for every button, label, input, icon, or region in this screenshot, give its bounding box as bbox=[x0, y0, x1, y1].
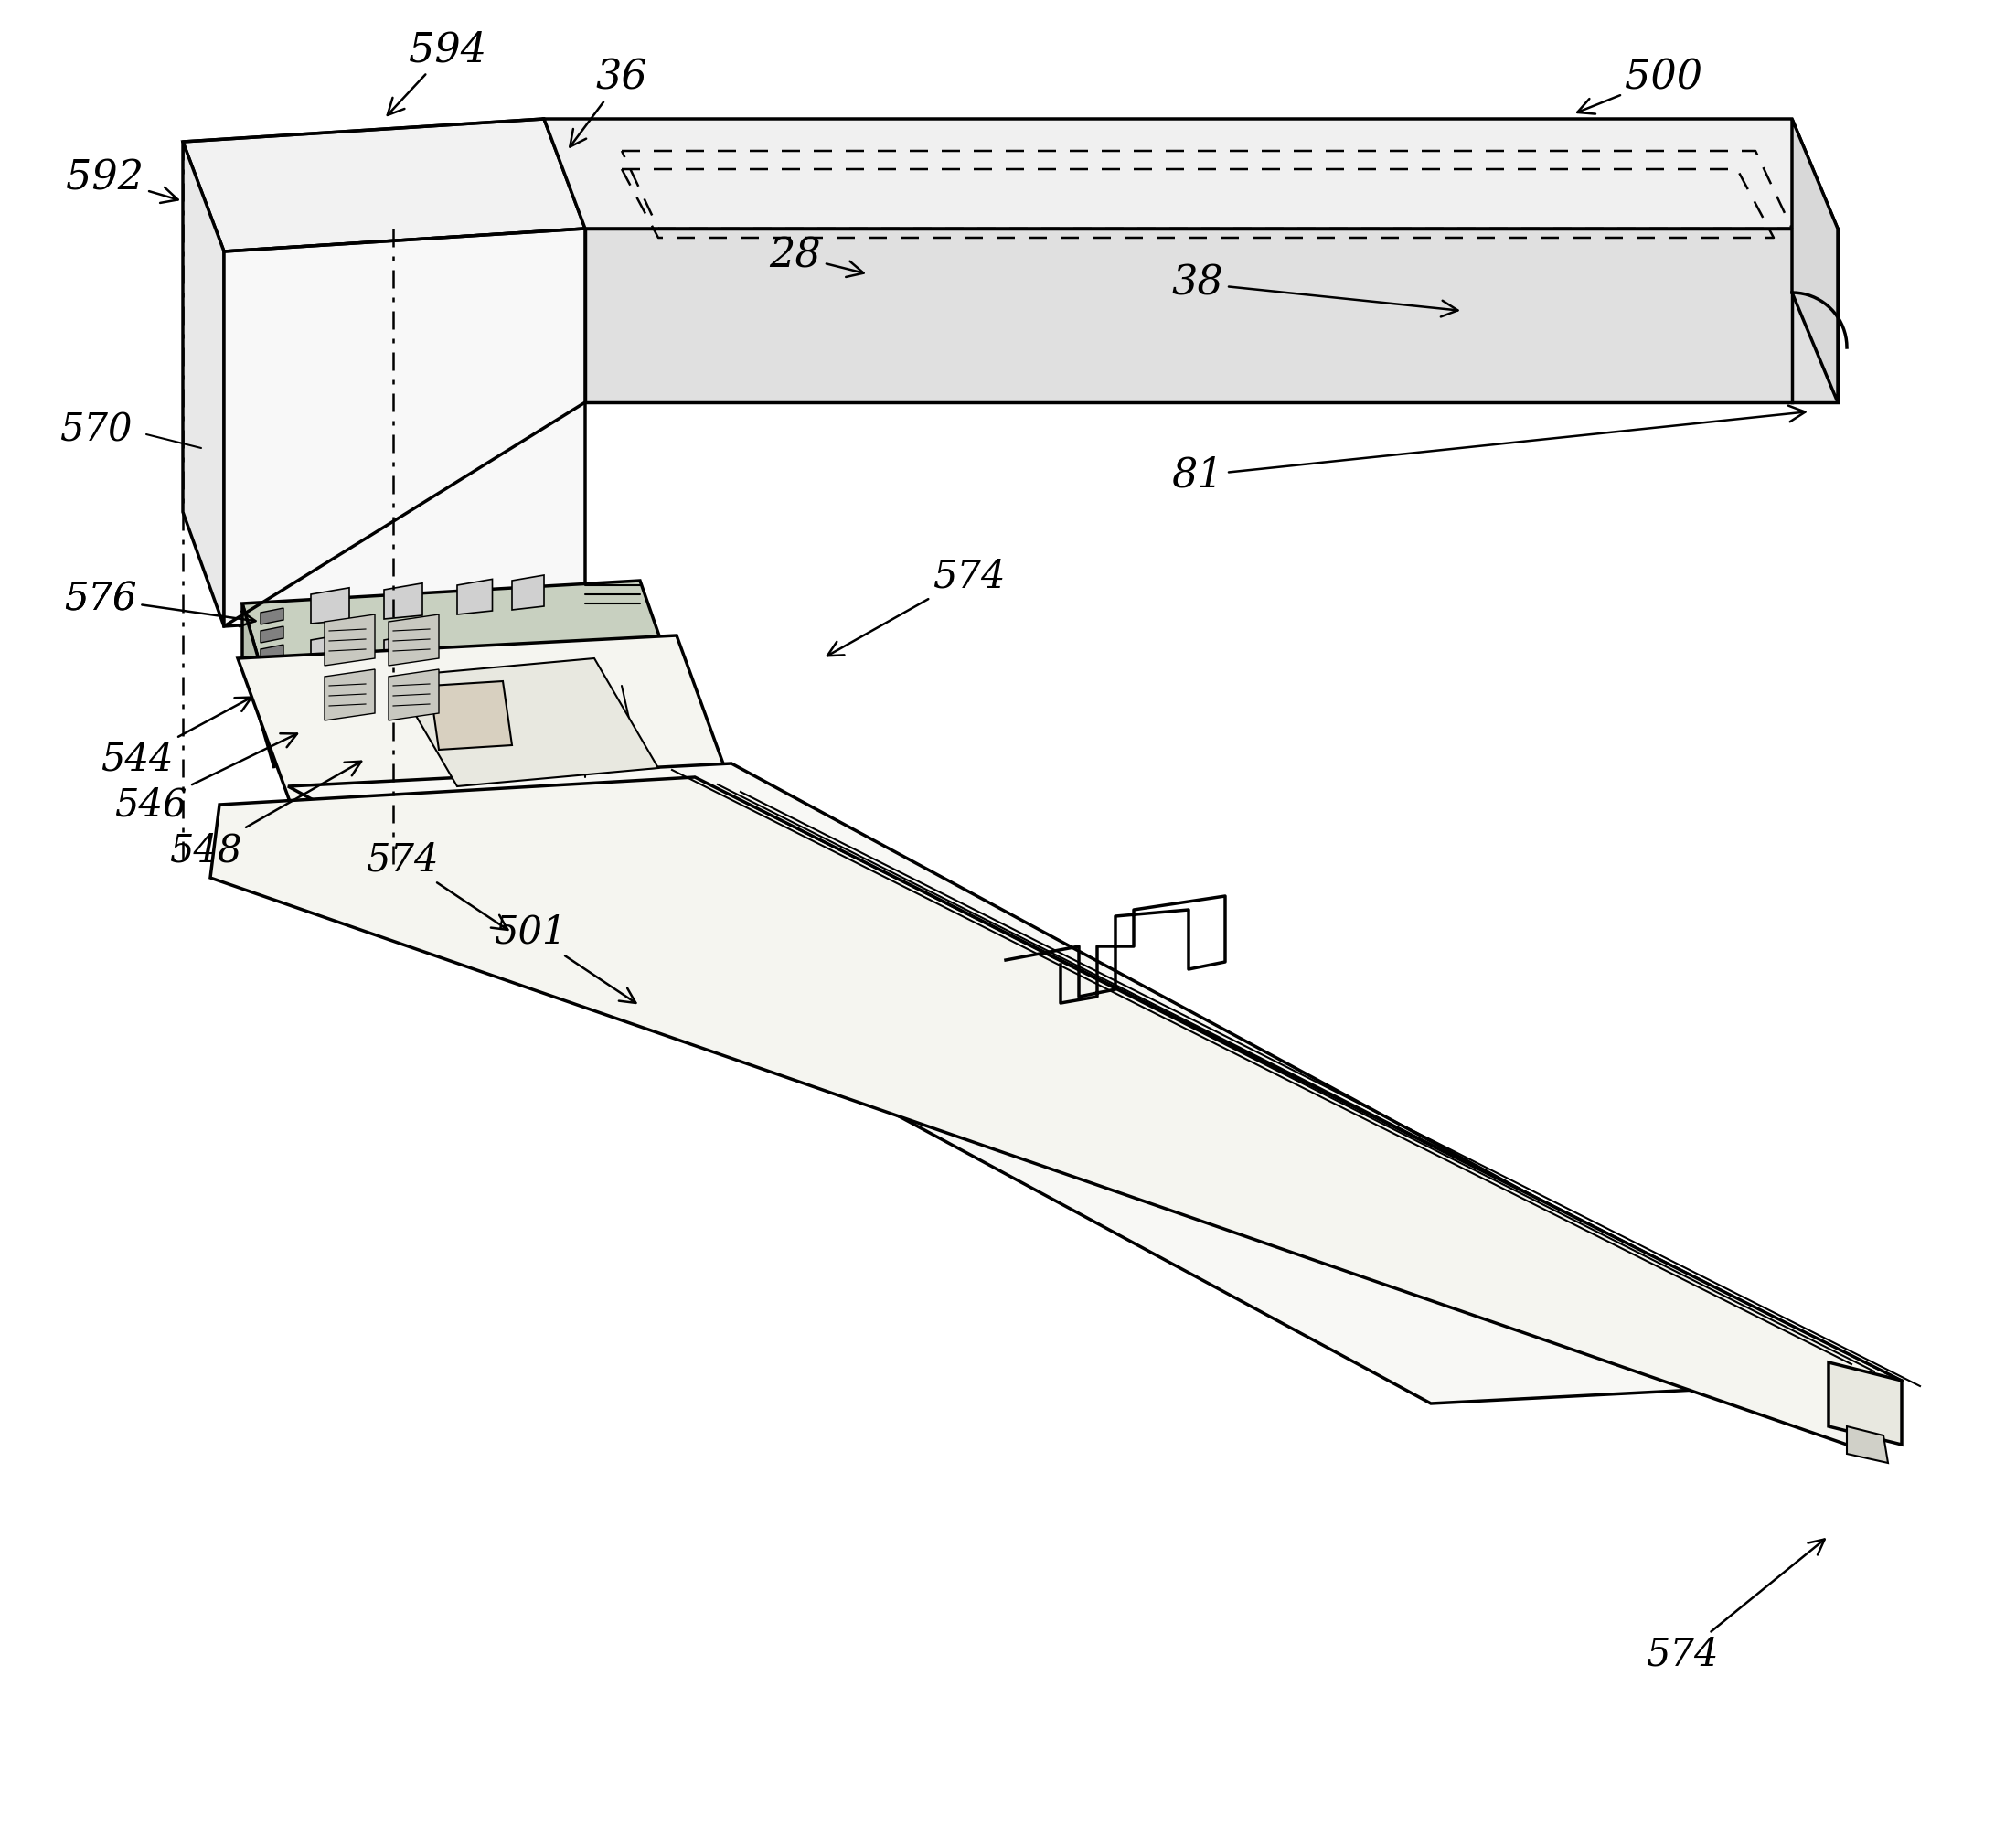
Polygon shape bbox=[585, 228, 1839, 402]
Polygon shape bbox=[429, 681, 512, 750]
Text: 501: 501 bbox=[494, 914, 635, 1004]
Text: 594: 594 bbox=[387, 31, 488, 115]
Polygon shape bbox=[183, 119, 585, 252]
Polygon shape bbox=[238, 635, 732, 808]
Text: 574: 574 bbox=[827, 557, 1006, 655]
Text: 592: 592 bbox=[67, 159, 177, 203]
Polygon shape bbox=[288, 763, 1875, 1403]
Text: 574: 574 bbox=[367, 840, 508, 929]
Polygon shape bbox=[260, 608, 284, 624]
Text: 576: 576 bbox=[65, 580, 137, 619]
Polygon shape bbox=[1829, 1361, 1901, 1445]
Text: 574: 574 bbox=[1645, 1538, 1824, 1674]
Text: 544: 544 bbox=[101, 697, 252, 777]
Polygon shape bbox=[325, 670, 375, 721]
Text: 548: 548 bbox=[169, 761, 361, 869]
Text: 500: 500 bbox=[1577, 58, 1704, 113]
Text: 570: 570 bbox=[60, 411, 133, 449]
Polygon shape bbox=[1847, 1427, 1889, 1464]
Text: 546: 546 bbox=[115, 734, 296, 823]
Polygon shape bbox=[544, 119, 1839, 228]
Polygon shape bbox=[393, 659, 659, 787]
Polygon shape bbox=[383, 633, 423, 670]
Text: 38: 38 bbox=[1171, 263, 1458, 318]
Text: 28: 28 bbox=[770, 235, 863, 277]
Polygon shape bbox=[242, 604, 274, 768]
Polygon shape bbox=[260, 626, 284, 642]
Text: 576: 576 bbox=[65, 580, 256, 626]
Polygon shape bbox=[224, 228, 585, 626]
Polygon shape bbox=[512, 575, 544, 610]
Text: 36: 36 bbox=[571, 58, 647, 146]
Text: 81: 81 bbox=[1171, 405, 1804, 495]
Polygon shape bbox=[260, 644, 284, 661]
Polygon shape bbox=[389, 615, 439, 666]
Polygon shape bbox=[325, 615, 375, 666]
Polygon shape bbox=[310, 633, 349, 670]
Polygon shape bbox=[383, 584, 423, 619]
Polygon shape bbox=[458, 579, 492, 615]
Polygon shape bbox=[389, 670, 439, 721]
Polygon shape bbox=[310, 588, 349, 624]
Polygon shape bbox=[183, 142, 224, 626]
Polygon shape bbox=[242, 580, 677, 714]
Polygon shape bbox=[1792, 119, 1839, 402]
Polygon shape bbox=[210, 777, 1901, 1445]
